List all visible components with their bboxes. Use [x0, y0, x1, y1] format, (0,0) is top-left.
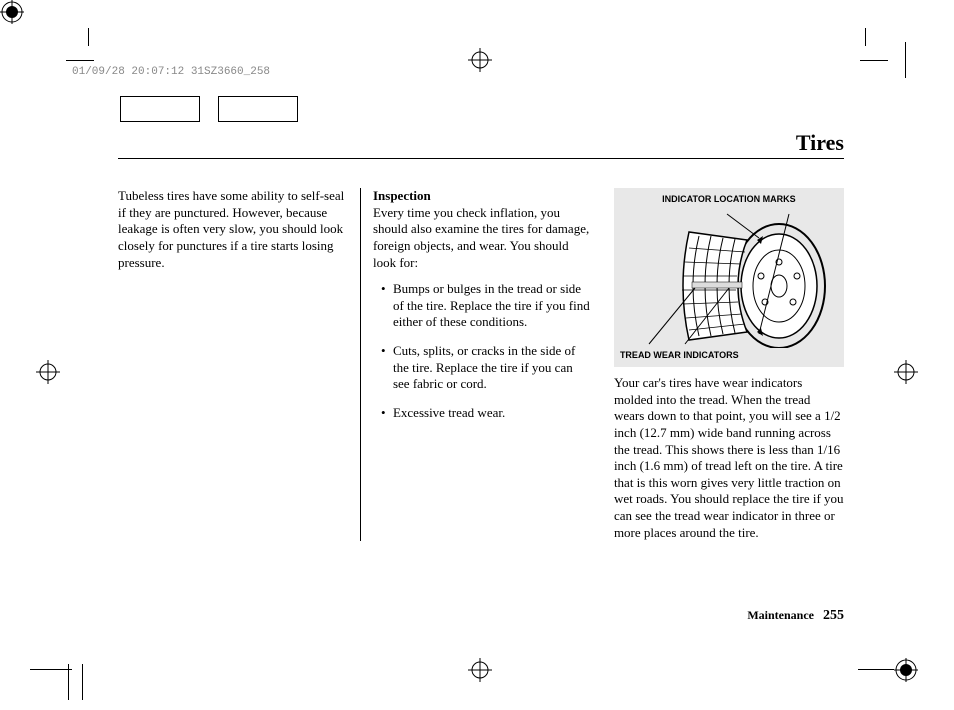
crop-mark [905, 42, 906, 78]
crop-mark [858, 669, 894, 670]
col2-intro: Inspection Every time you check inflation… [373, 188, 590, 271]
figure-label-top: INDICATOR LOCATION MARKS [620, 194, 838, 206]
col3-paragraph: Your car's tires have wear indicators mo… [614, 375, 844, 541]
column-1: Tubeless tires have some ability to self… [118, 188, 360, 541]
crop-mark [88, 28, 89, 46]
page-title: Tires [796, 130, 844, 156]
crop-mark [66, 60, 94, 61]
inspection-heading: Inspection [373, 188, 431, 203]
registration-mark [894, 658, 918, 682]
content-columns: Tubeless tires have some ability to self… [118, 188, 844, 541]
title-rule [118, 158, 844, 159]
registration-mark [894, 360, 918, 384]
blank-box [218, 96, 298, 122]
crop-mark [30, 669, 72, 670]
column-3: INDICATOR LOCATION MARKS [602, 188, 844, 541]
registration-mark [0, 0, 954, 29]
footer-page-number: 255 [823, 608, 844, 623]
bullet-item: Excessive tread wear. [381, 405, 590, 422]
crop-mark [865, 28, 866, 46]
inspection-bullets: Bumps or bulges in the tread or side of … [373, 281, 590, 421]
crop-mark [860, 60, 888, 61]
page-footer: Maintenance 255 [747, 608, 844, 624]
blank-box [120, 96, 200, 122]
col1-paragraph: Tubeless tires have some ability to self… [118, 188, 348, 271]
tire-illustration [629, 208, 829, 348]
tire-figure: INDICATOR LOCATION MARKS [614, 188, 844, 367]
column-2: Inspection Every time you check inflation… [360, 188, 602, 541]
registration-mark [468, 48, 492, 72]
bullet-item: Cuts, splits, or cracks in the side of t… [381, 343, 590, 393]
crop-mark [68, 664, 69, 700]
footer-section: Maintenance [747, 608, 814, 622]
registration-mark [468, 658, 492, 682]
bullet-item: Bumps or bulges in the tread or side of … [381, 281, 590, 331]
timestamp-text: 01/09/28 20:07:12 31SZ3660_258 [72, 66, 270, 78]
figure-label-bottom: TREAD WEAR INDICATORS [620, 350, 838, 362]
col2-intro-text: Every time you check inflation, you shou… [373, 205, 589, 270]
registration-mark [36, 360, 60, 384]
crop-mark [82, 664, 83, 700]
